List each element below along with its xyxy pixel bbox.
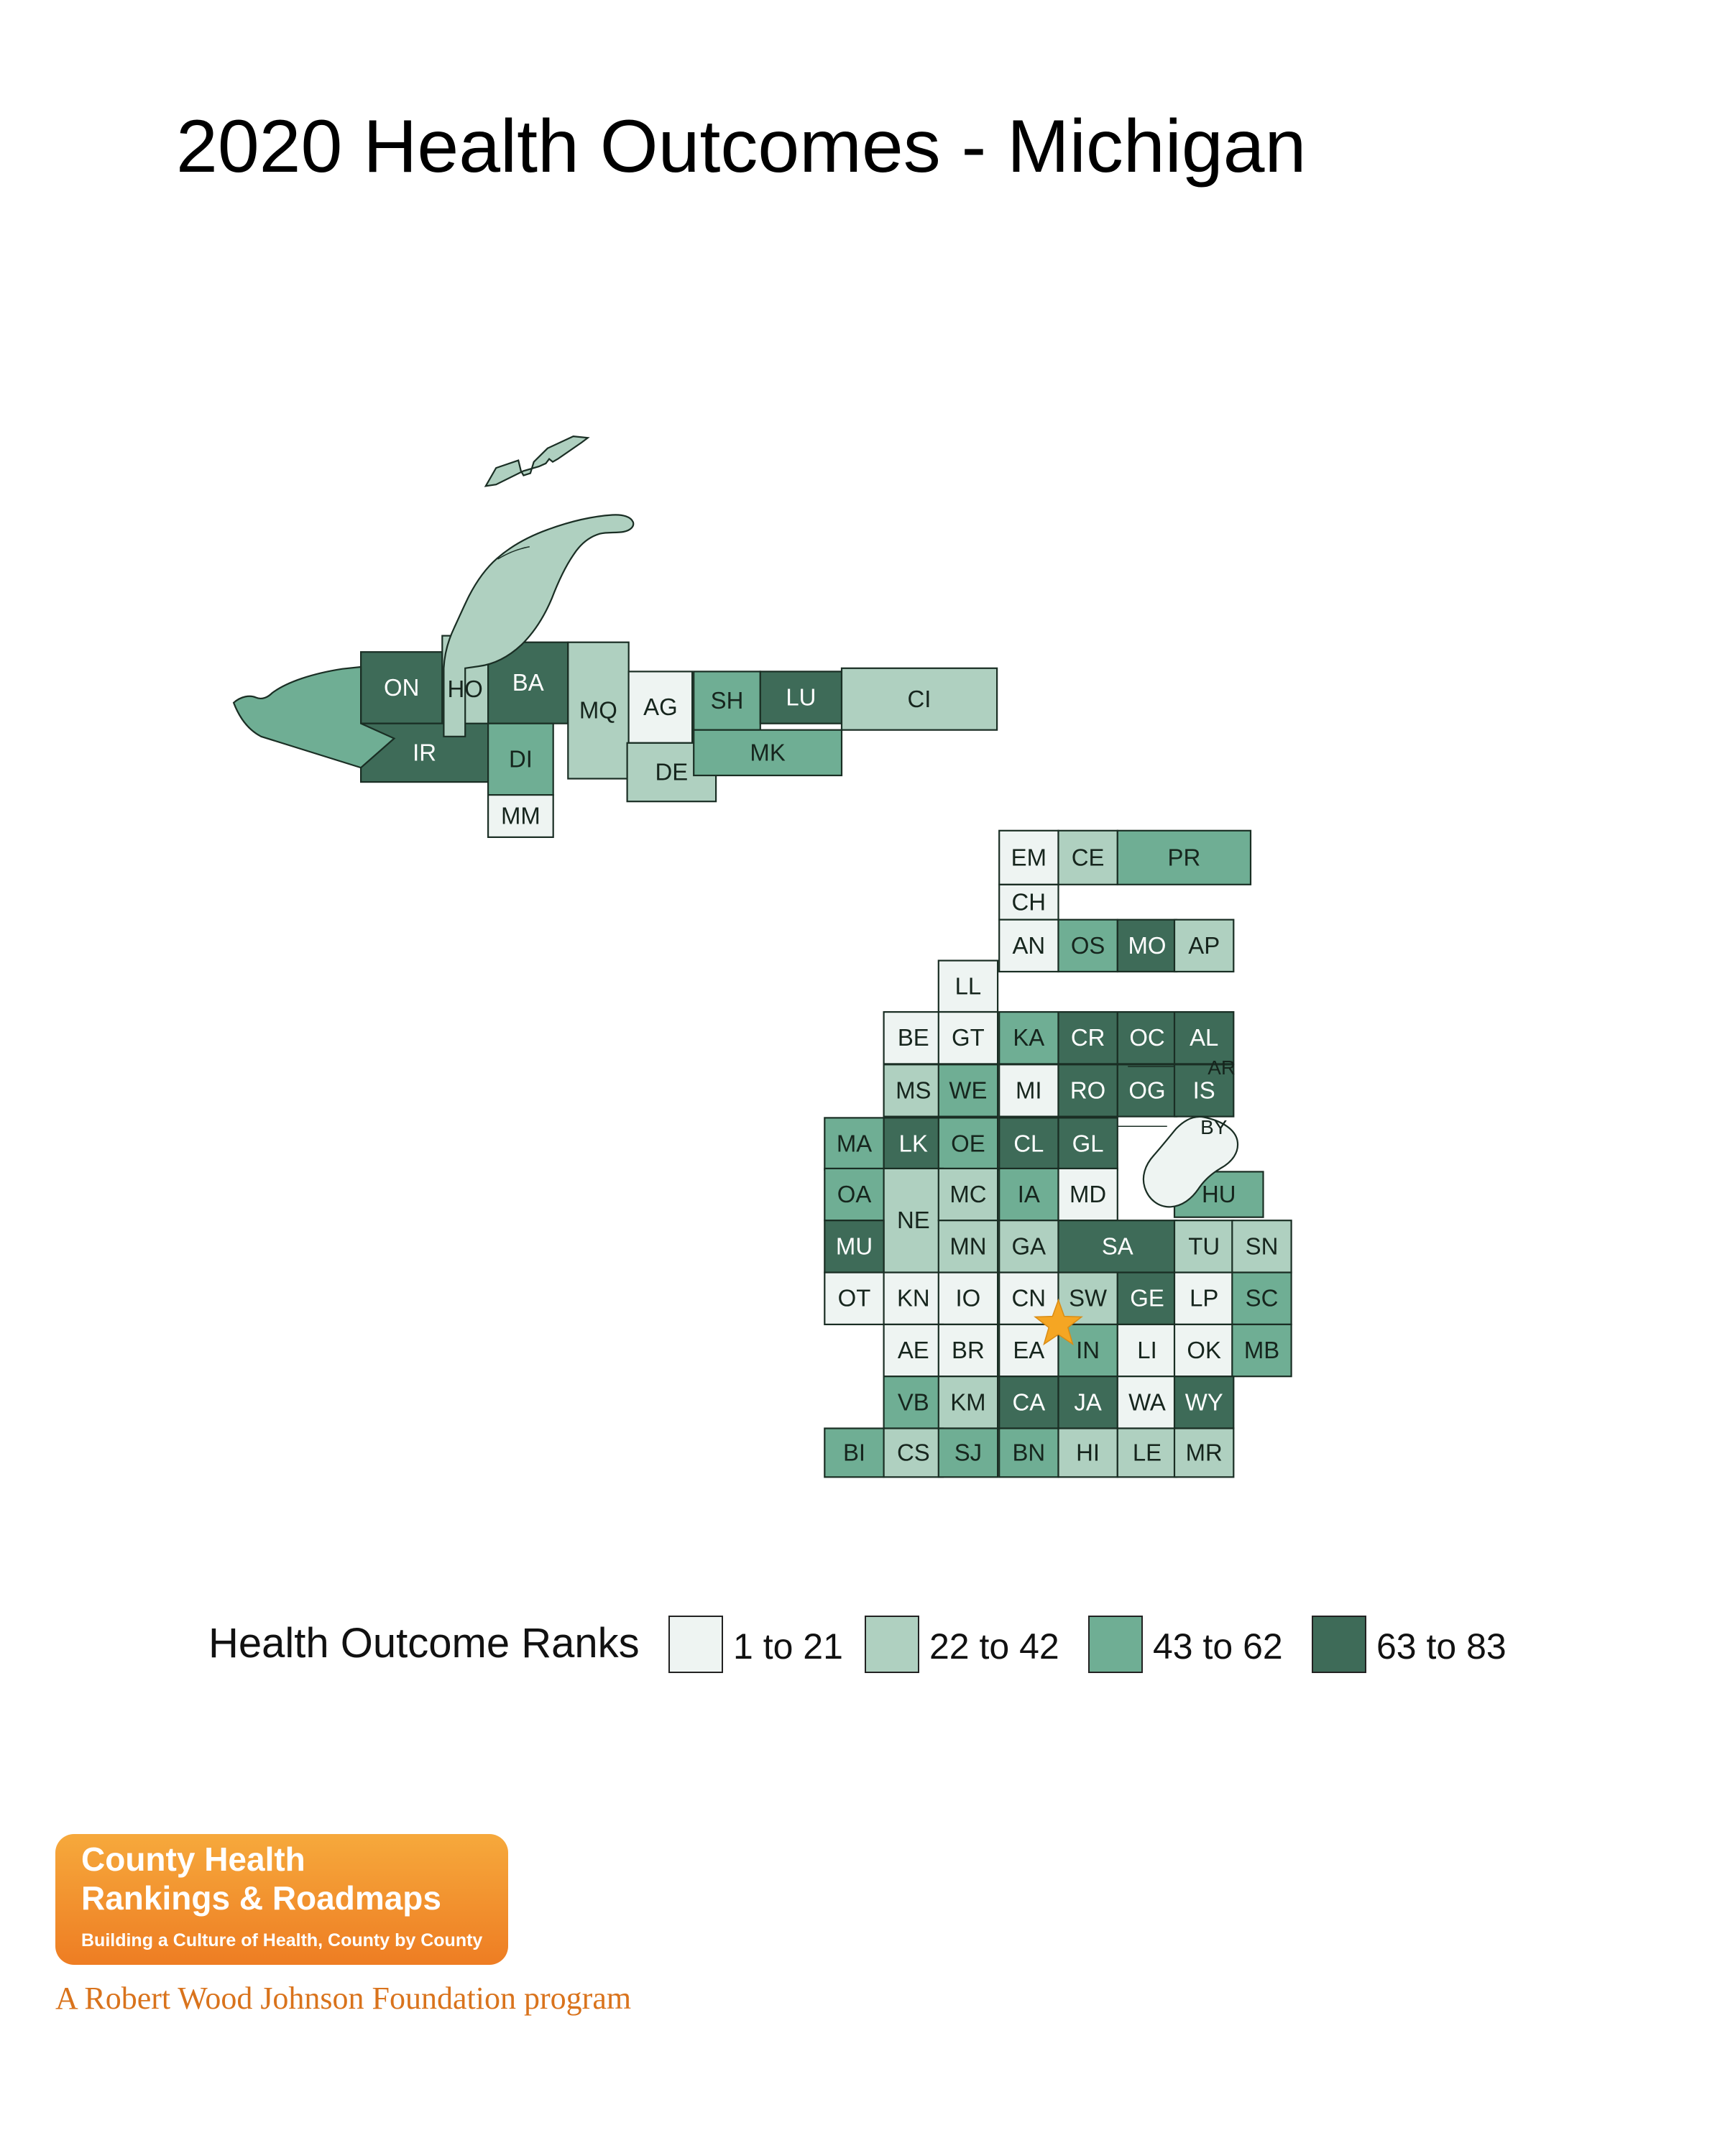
svg-text:SA: SA <box>1102 1233 1133 1259</box>
svg-text:DE: DE <box>655 759 688 786</box>
svg-text:MQ: MQ <box>579 697 617 724</box>
svg-text:MI: MI <box>1016 1077 1042 1103</box>
svg-text:MU: MU <box>836 1233 873 1259</box>
svg-text:MC: MC <box>949 1181 986 1207</box>
svg-text:VB: VB <box>898 1388 929 1415</box>
svg-text:LI: LI <box>1137 1337 1156 1363</box>
svg-text:TU: TU <box>1188 1233 1220 1259</box>
svg-text:LU: LU <box>786 684 816 711</box>
svg-text:OK: OK <box>1187 1337 1221 1363</box>
svg-text:BE: BE <box>898 1024 929 1051</box>
svg-text:BY: BY <box>1200 1116 1227 1138</box>
svg-text:KM: KM <box>950 1388 985 1415</box>
svg-text:OE: OE <box>951 1130 985 1157</box>
svg-text:LK: LK <box>899 1130 928 1157</box>
svg-text:OS: OS <box>1071 932 1105 959</box>
svg-text:LP: LP <box>1190 1285 1218 1312</box>
svg-text:AN: AN <box>1012 932 1045 959</box>
svg-text:MM: MM <box>501 803 540 829</box>
svg-text:OT: OT <box>838 1285 871 1312</box>
svg-text:SC: SC <box>1246 1285 1279 1312</box>
svg-text:JA: JA <box>1074 1388 1101 1415</box>
svg-text:SW: SW <box>1069 1285 1107 1312</box>
svg-text:EA: EA <box>1013 1337 1044 1363</box>
svg-text:OG: OG <box>1128 1077 1165 1103</box>
svg-text:MK: MK <box>750 739 785 765</box>
svg-text:HO: HO <box>448 676 483 702</box>
svg-text:IN: IN <box>1076 1337 1100 1363</box>
svg-text:MB: MB <box>1244 1337 1279 1363</box>
svg-text:GA: GA <box>1012 1233 1046 1259</box>
svg-text:CI: CI <box>908 686 932 712</box>
svg-text:EM: EM <box>1011 844 1046 870</box>
svg-text:MN: MN <box>949 1233 986 1259</box>
svg-text:KA: KA <box>1013 1024 1044 1051</box>
svg-text:OC: OC <box>1129 1024 1164 1051</box>
svg-text:HI: HI <box>1076 1439 1100 1465</box>
svg-text:BA: BA <box>512 669 544 696</box>
svg-text:RO: RO <box>1070 1077 1105 1103</box>
svg-text:LE: LE <box>1133 1439 1162 1465</box>
svg-text:AG: AG <box>643 694 678 720</box>
svg-text:DI: DI <box>509 745 533 772</box>
svg-text:SH: SH <box>711 687 744 714</box>
svg-text:AR: AR <box>1208 1056 1236 1079</box>
svg-text:MD: MD <box>1070 1181 1106 1207</box>
svg-text:SN: SN <box>1246 1233 1279 1259</box>
svg-text:HU: HU <box>1202 1181 1236 1207</box>
svg-text:NE: NE <box>897 1207 930 1233</box>
svg-text:WY: WY <box>1185 1388 1223 1415</box>
svg-text:CN: CN <box>1012 1285 1046 1312</box>
svg-text:KN: KN <box>897 1285 930 1312</box>
svg-text:OA: OA <box>837 1181 872 1207</box>
svg-text:CE: CE <box>1072 844 1105 870</box>
svg-text:MO: MO <box>1128 932 1167 959</box>
svg-text:WA: WA <box>1128 1388 1166 1415</box>
svg-text:CR: CR <box>1071 1024 1105 1051</box>
svg-text:WE: WE <box>949 1077 987 1103</box>
svg-text:CL: CL <box>1013 1130 1044 1157</box>
svg-text:BI: BI <box>843 1439 865 1465</box>
svg-text:GE: GE <box>1130 1285 1164 1312</box>
svg-text:IO: IO <box>956 1285 981 1312</box>
svg-text:LL: LL <box>955 972 982 999</box>
svg-text:AE: AE <box>898 1337 929 1363</box>
svg-text:CS: CS <box>897 1439 930 1465</box>
svg-text:PR: PR <box>1168 844 1201 870</box>
svg-text:GL: GL <box>1072 1130 1104 1157</box>
svg-text:MA: MA <box>837 1130 872 1157</box>
svg-text:AP: AP <box>1188 932 1220 959</box>
svg-text:BN: BN <box>1012 1439 1045 1465</box>
svg-text:ON: ON <box>384 674 419 701</box>
svg-text:CH: CH <box>1012 888 1046 915</box>
svg-text:IS: IS <box>1193 1077 1215 1103</box>
svg-text:GT: GT <box>952 1024 985 1051</box>
svg-text:BR: BR <box>952 1337 985 1363</box>
svg-text:CA: CA <box>1012 1388 1045 1415</box>
svg-text:MS: MS <box>896 1077 931 1103</box>
svg-text:SJ: SJ <box>954 1439 982 1465</box>
svg-text:IR: IR <box>413 739 436 765</box>
svg-text:IA: IA <box>1018 1181 1040 1207</box>
svg-text:MR: MR <box>1186 1439 1223 1465</box>
svg-text:AL: AL <box>1190 1024 1218 1051</box>
